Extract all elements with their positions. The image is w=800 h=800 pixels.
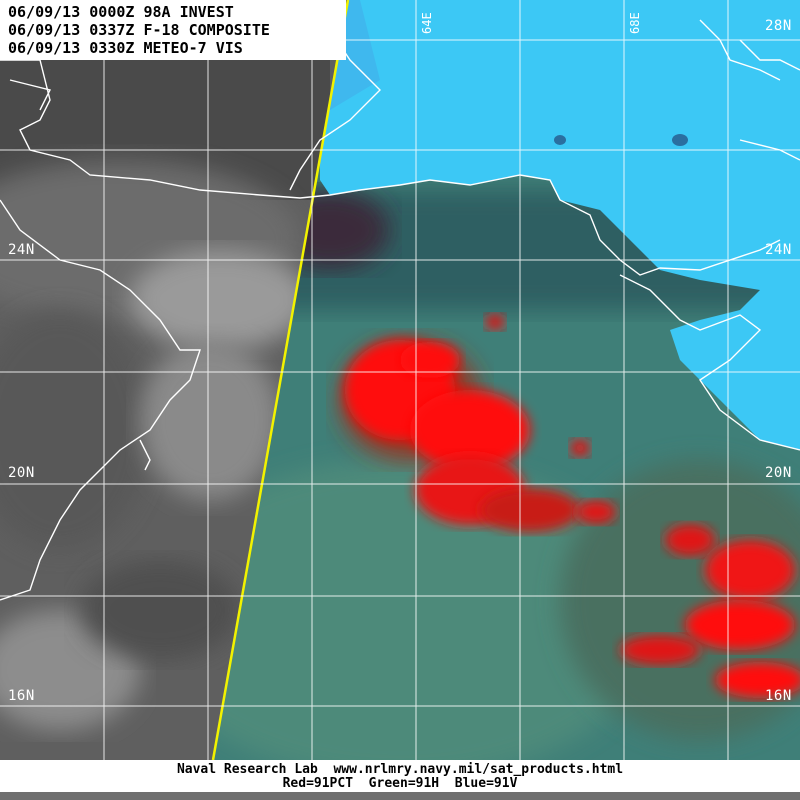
footer-channel-legend: Red=91PCT Green=91H Blue=91V bbox=[282, 776, 518, 791]
lat-label-28n: 28N bbox=[765, 18, 792, 34]
lat-label-16n-left: 16N bbox=[8, 688, 35, 704]
deep-convection-area bbox=[340, 314, 800, 698]
lat-label-24n-right: 24N bbox=[765, 242, 792, 258]
lat-label-20n-left: 20N bbox=[8, 465, 35, 481]
header-line-composite: 06/09/13 0337Z F-18 COMPOSITE bbox=[8, 21, 270, 39]
header-line-vis: 06/09/13 0330Z METEO-7 VIS bbox=[8, 39, 243, 57]
satellite-composite-map bbox=[0, 0, 800, 760]
coastlines bbox=[0, 19, 800, 601]
bottom-image-strip bbox=[0, 792, 800, 800]
header-info-box: 06/09/13 0000Z 98A INVEST 06/09/13 0337Z… bbox=[0, 0, 346, 60]
lat-lon-grid bbox=[0, 0, 800, 760]
lat-label-16n-right: 16N bbox=[765, 688, 792, 704]
lon-label-64e: 64E bbox=[420, 12, 434, 34]
lon-label-68e: 68E bbox=[628, 12, 642, 34]
lat-label-20n-right: 20N bbox=[765, 465, 792, 481]
lat-label-24n-left: 24N bbox=[8, 242, 35, 258]
microwave-composite-layer bbox=[213, 0, 800, 760]
header-line-invest: 06/09/13 0000Z 98A INVEST bbox=[8, 3, 234, 21]
swath-edge-line bbox=[211, 0, 350, 760]
footer-credit-text: Naval Research Lab www.nrlmry.navy.mil/s… bbox=[176, 762, 624, 777]
